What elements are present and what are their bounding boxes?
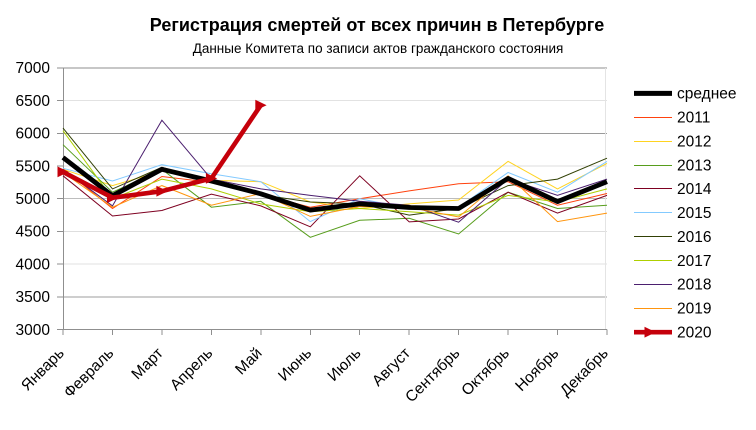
svg-text:2013: 2013: [677, 157, 711, 174]
svg-text:2014: 2014: [677, 181, 712, 198]
svg-text:Регистрация смертей от всех пр: Регистрация смертей от всех причин в Пет…: [150, 15, 604, 35]
svg-text:Данные Комитета по записи акто: Данные Комитета по записи актов гражданс…: [193, 41, 564, 56]
svg-text:6500: 6500: [16, 93, 51, 110]
svg-text:3500: 3500: [16, 289, 51, 306]
svg-text:2011: 2011: [677, 110, 710, 127]
svg-text:2020: 2020: [677, 325, 712, 342]
svg-text:среднее: среднее: [677, 86, 737, 103]
svg-text:2017: 2017: [677, 253, 711, 270]
svg-text:4000: 4000: [16, 256, 51, 273]
svg-text:2012: 2012: [677, 134, 711, 151]
svg-text:3000: 3000: [16, 322, 51, 339]
svg-text:4500: 4500: [16, 224, 51, 241]
svg-text:7000: 7000: [16, 60, 51, 77]
svg-text:6000: 6000: [16, 126, 51, 143]
svg-text:5000: 5000: [16, 191, 51, 208]
svg-text:2016: 2016: [677, 229, 711, 246]
svg-text:5500: 5500: [16, 158, 51, 175]
svg-text:2018: 2018: [677, 277, 711, 294]
svg-text:2019: 2019: [677, 301, 711, 318]
svg-text:2015: 2015: [677, 205, 711, 222]
